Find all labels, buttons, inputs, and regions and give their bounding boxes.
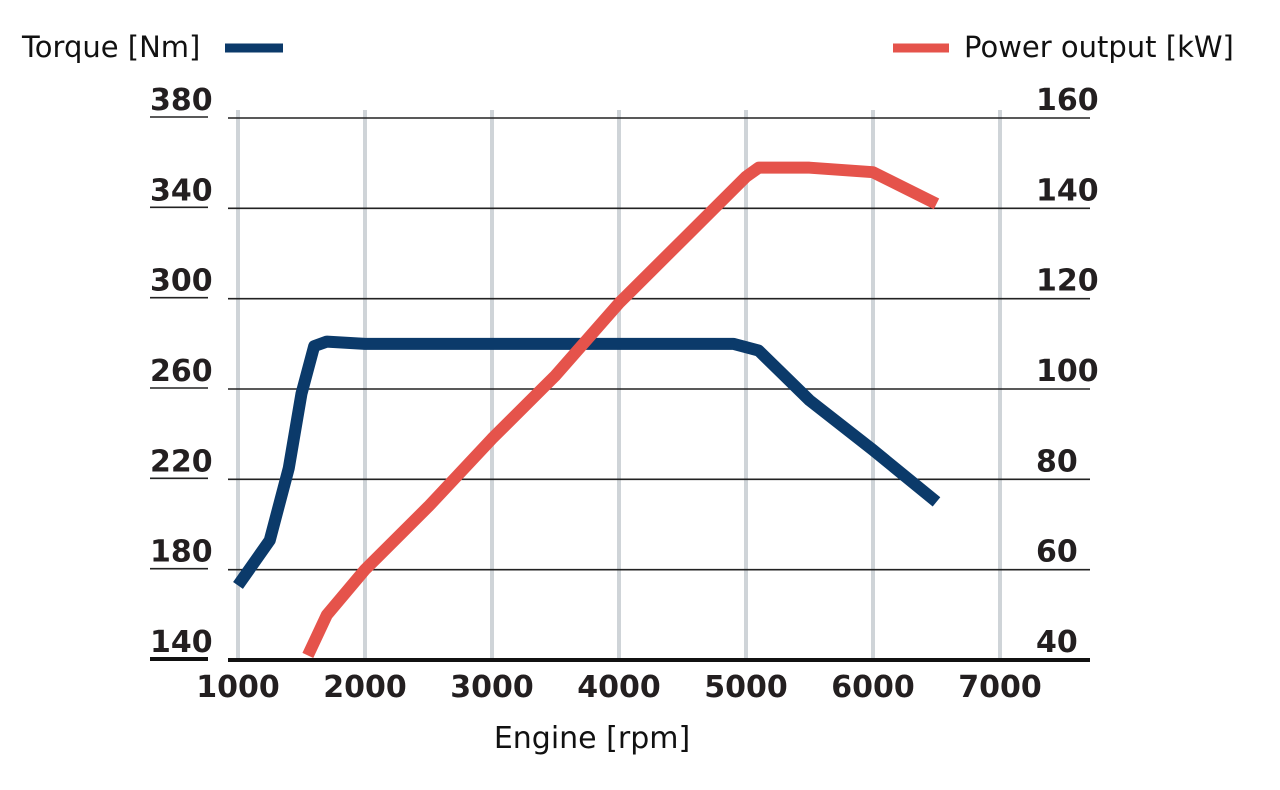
x-axis-title: Engine [rpm] <box>494 721 690 756</box>
y-left-tick-label: 260 <box>150 354 213 389</box>
y-left-tick-label: 220 <box>150 444 213 479</box>
y-left-tick-label: 180 <box>150 535 213 570</box>
y-left-tick-label: 340 <box>150 173 213 208</box>
x-tick-label: 4000 <box>577 670 661 705</box>
horizontal-gridlines <box>228 117 1090 662</box>
series-lines <box>233 161 941 659</box>
axes: 1000 2000 3000 4000 5000 6000 7000 140 180 220 260… <box>150 83 1099 705</box>
legend: Torque [Nm] Power output [kW] <box>21 30 1234 64</box>
legend-power-label: Power output [kW] <box>964 30 1234 64</box>
x-tick-label: 3000 <box>450 670 534 705</box>
torque-series-line <box>233 335 941 589</box>
power-series-line <box>302 161 940 659</box>
y-left-tick-label: 380 <box>150 83 213 118</box>
y-right-tick-label: 100 <box>1036 354 1099 389</box>
x-tick-label: 2000 <box>323 670 407 705</box>
y-left-tick-label: 300 <box>150 264 213 299</box>
y-right-tick-label: 160 <box>1036 83 1099 118</box>
y-right-tick-label: 60 <box>1036 535 1078 570</box>
y-right-tick-label: 120 <box>1036 264 1099 299</box>
y-right-tick-label: 80 <box>1036 444 1078 479</box>
x-tick-label: 6000 <box>831 670 915 705</box>
x-tick-label: 1000 <box>196 670 280 705</box>
vertical-gridlines <box>236 110 1002 662</box>
y-right-tick-label: 40 <box>1036 625 1078 660</box>
legend-torque-label: Torque [Nm] <box>21 30 200 64</box>
y-right-tick-label: 140 <box>1036 173 1099 208</box>
y-left-tick-label: 140 <box>150 625 213 660</box>
x-tick-label: 5000 <box>704 670 788 705</box>
x-tick-label: 7000 <box>958 670 1042 705</box>
